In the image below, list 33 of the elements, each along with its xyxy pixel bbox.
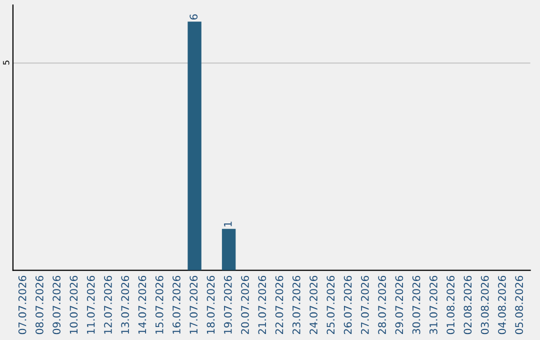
x-tick-label: 17.07.2026 (190, 276, 198, 334)
x-tick-label: 01.08.2026 (446, 276, 455, 334)
x-tick-label: 13.07.2026 (121, 276, 130, 334)
x-tick-label: 04.08.2026 (498, 276, 506, 334)
x-tick-label: 02.08.2026 (464, 276, 472, 334)
x-tick-label: 25.07.2026 (326, 276, 335, 334)
x-tick-label: 12.07.2026 (104, 276, 112, 334)
x-tick-label: 23.07.2026 (292, 276, 300, 334)
x-tick-label: 18.07.2026 (206, 276, 215, 334)
x-tick-label: 03.08.2026 (480, 276, 489, 334)
x-tick-label: 08.07.2026 (36, 276, 44, 334)
x-tick-label: 26.07.2026 (344, 276, 352, 334)
x-tick-label: 28.07.2026 (378, 276, 386, 334)
x-tick-label: 29.07.2026 (395, 276, 404, 334)
x-tick-label: 07.07.2026 (18, 276, 26, 334)
x-tick-label: 14.07.2026 (138, 276, 146, 334)
x-tick-label: 05.08.2026 (515, 276, 524, 334)
x-tick-label: 22.07.2026 (275, 276, 284, 334)
x-tick-label: 10.07.2026 (70, 276, 78, 334)
y-tick-label: 5 (3, 60, 10, 65)
x-tick-label: 21.07.2026 (258, 276, 266, 334)
x-tick-label: 31.07.2026 (429, 276, 438, 334)
data-label: 6 (190, 14, 198, 20)
x-tick-label: 11.07.2026 (86, 276, 95, 334)
x-tick-label: 27.07.2026 (360, 276, 369, 334)
x-tick-label: 16.07.2026 (172, 276, 180, 334)
x-tick-label: 19.07.2026 (224, 276, 232, 334)
x-tick-label: 24.07.2026 (310, 276, 318, 334)
x-tick-label: 20.07.2026 (241, 276, 249, 334)
x-tick-label: 30.07.2026 (412, 276, 420, 334)
x-tick-label: 15.07.2026 (155, 276, 164, 334)
data-label: 1 (224, 222, 232, 226)
x-tick-label: 09.07.2026 (52, 276, 61, 334)
